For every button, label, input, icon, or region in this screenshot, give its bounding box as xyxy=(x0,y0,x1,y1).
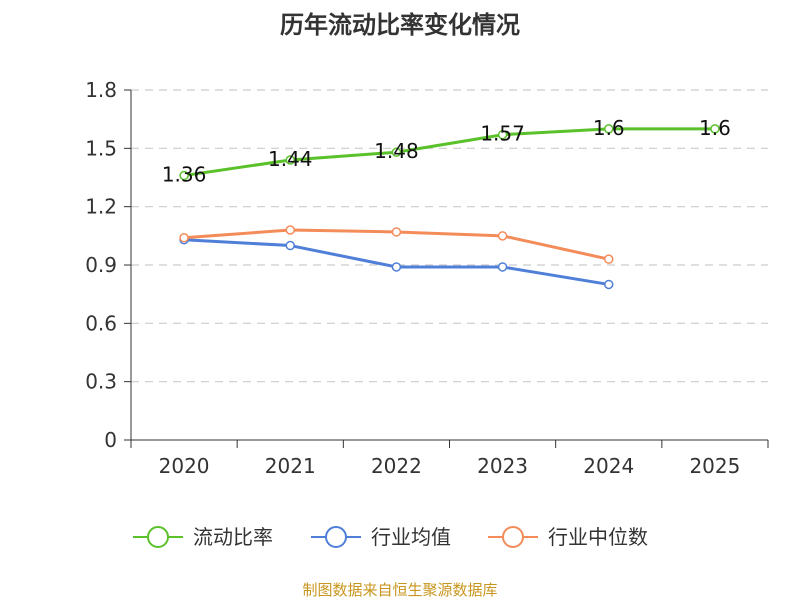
data-label: 1.44 xyxy=(268,147,313,171)
legend-item: 流动比率 xyxy=(133,525,273,549)
legend-marker xyxy=(325,526,347,548)
data-point xyxy=(497,231,508,241)
source-note: 制图数据来自恒生聚源数据库 xyxy=(302,581,497,599)
legend-item: 行业均值 xyxy=(311,525,451,549)
x-tick-label: 2020 xyxy=(159,454,210,478)
legend-label: 行业均值 xyxy=(371,525,451,549)
x-tick-label: 2021 xyxy=(265,454,316,478)
data-point xyxy=(710,124,720,134)
legend-marker xyxy=(502,526,524,548)
data-point xyxy=(391,227,402,237)
legend-label: 行业中位数 xyxy=(548,525,648,549)
y-tick-label: 0 xyxy=(104,428,117,452)
y-tick-label: 0.9 xyxy=(85,253,117,277)
data-point xyxy=(179,233,189,243)
data-point xyxy=(604,279,614,290)
data-point xyxy=(285,155,295,165)
x-tick-label: 2023 xyxy=(477,454,528,478)
data-label: 1.6 xyxy=(699,116,731,140)
data-point xyxy=(604,124,614,134)
data-point xyxy=(497,262,508,272)
data-point xyxy=(604,254,614,264)
data-labels: 1.36 1.44 1.48 1.57 1.6 1.6 xyxy=(162,116,731,187)
x-tick-label: 2024 xyxy=(583,454,634,478)
data-label: 1.36 xyxy=(162,163,207,187)
legend-label: 流动比率 xyxy=(193,525,273,549)
data-point xyxy=(391,147,402,157)
data-point xyxy=(285,240,295,251)
y-tick-label: 1.2 xyxy=(85,195,117,219)
data-point xyxy=(391,262,402,272)
legend-marker xyxy=(147,526,169,548)
x-tick-label: 2022 xyxy=(371,454,422,478)
data-point xyxy=(179,170,189,181)
data-point xyxy=(497,129,508,140)
chart-title: 历年流动比率变化情况 xyxy=(280,11,520,39)
legend-item: 行业中位数 xyxy=(488,525,648,549)
data-label: 1.57 xyxy=(480,122,525,146)
y-tick-label: 1.8 xyxy=(85,78,117,102)
y-tick-label: 0.6 xyxy=(85,311,117,335)
x-tick-label: 2025 xyxy=(689,454,740,478)
legend: 流动比率 行业均值 行业中位数 xyxy=(133,525,648,549)
data-label: 1.48 xyxy=(374,139,419,163)
y-tick-label: 1.5 xyxy=(85,136,117,160)
axes: 0 0.3 0.6 0.9 1.2 1.5 1.8 2020 2021 2022 2023 2024 2… xyxy=(85,78,769,478)
series-lines xyxy=(179,124,720,290)
y-tick-label: 0.3 xyxy=(85,370,117,394)
data-point xyxy=(285,225,295,235)
series-line-0 xyxy=(183,127,715,178)
data-label: 1.6 xyxy=(593,116,625,140)
